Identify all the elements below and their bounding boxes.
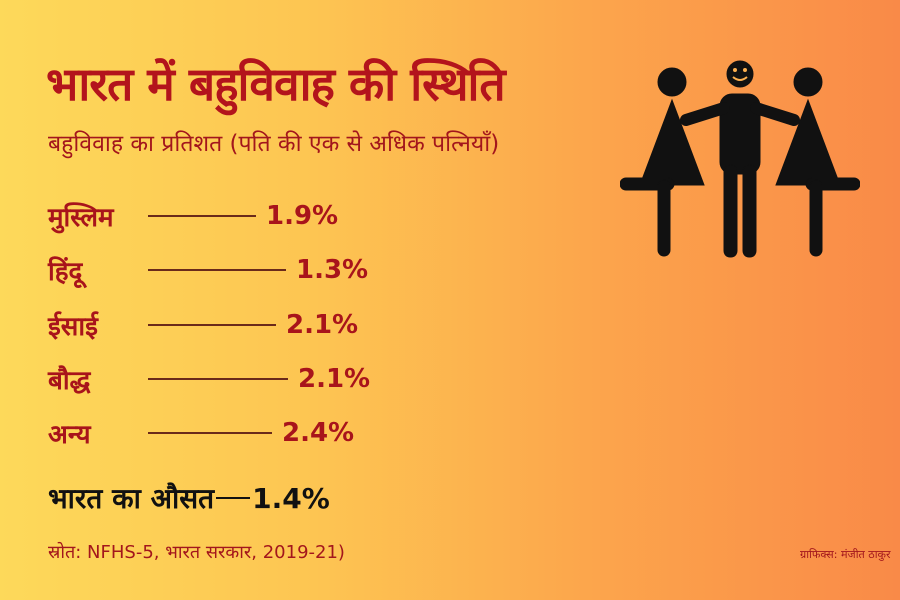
leader-line [148, 269, 286, 271]
value-label: 1.3% [296, 255, 369, 285]
category-label: मुस्लिम [48, 203, 114, 233]
category-label: हिंदू [48, 257, 83, 287]
value-label: 1.9% [266, 201, 339, 231]
average-value: 1.4% [252, 481, 330, 515]
data-row: मुस्लिम 1.9% [48, 196, 338, 236]
average-row: भारत का औसत 1.4% [48, 478, 330, 518]
data-row: हिंदू 1.3% [48, 250, 368, 290]
page-subtitle: बहुविवाह का प्रतिशत (पति की एक से अधिक प… [48, 131, 500, 157]
leader-line [148, 324, 276, 326]
graphics-credit: ग्राफिक्स: मंजीत ठाकुर [800, 548, 891, 561]
value-label: 2.4% [282, 418, 355, 448]
leader-line [148, 378, 288, 380]
data-row: अन्य 2.4% [48, 413, 354, 453]
man-body [719, 93, 761, 175]
value-label: 2.1% [298, 364, 371, 394]
value-label: 2.1% [286, 310, 359, 340]
category-label: अन्य [48, 420, 91, 450]
man-head [726, 60, 754, 88]
leader-line [148, 432, 272, 434]
average-line [216, 497, 251, 499]
category-label: बौद्ध [48, 366, 91, 396]
data-row: ईसाई 2.1% [48, 305, 358, 345]
leader-line [148, 215, 256, 217]
data-row: बौद्ध 2.1% [48, 359, 370, 399]
category-label: ईसाई [48, 312, 98, 342]
source-text: स्रोत: NFHS-5, भारत सरकार, 2019-21) [48, 542, 345, 563]
polygamy-family-icon [620, 60, 860, 258]
page-title: भारत में बहुविवाह की स्थिति [46, 57, 506, 111]
average-label: भारत का औसत [48, 482, 215, 515]
